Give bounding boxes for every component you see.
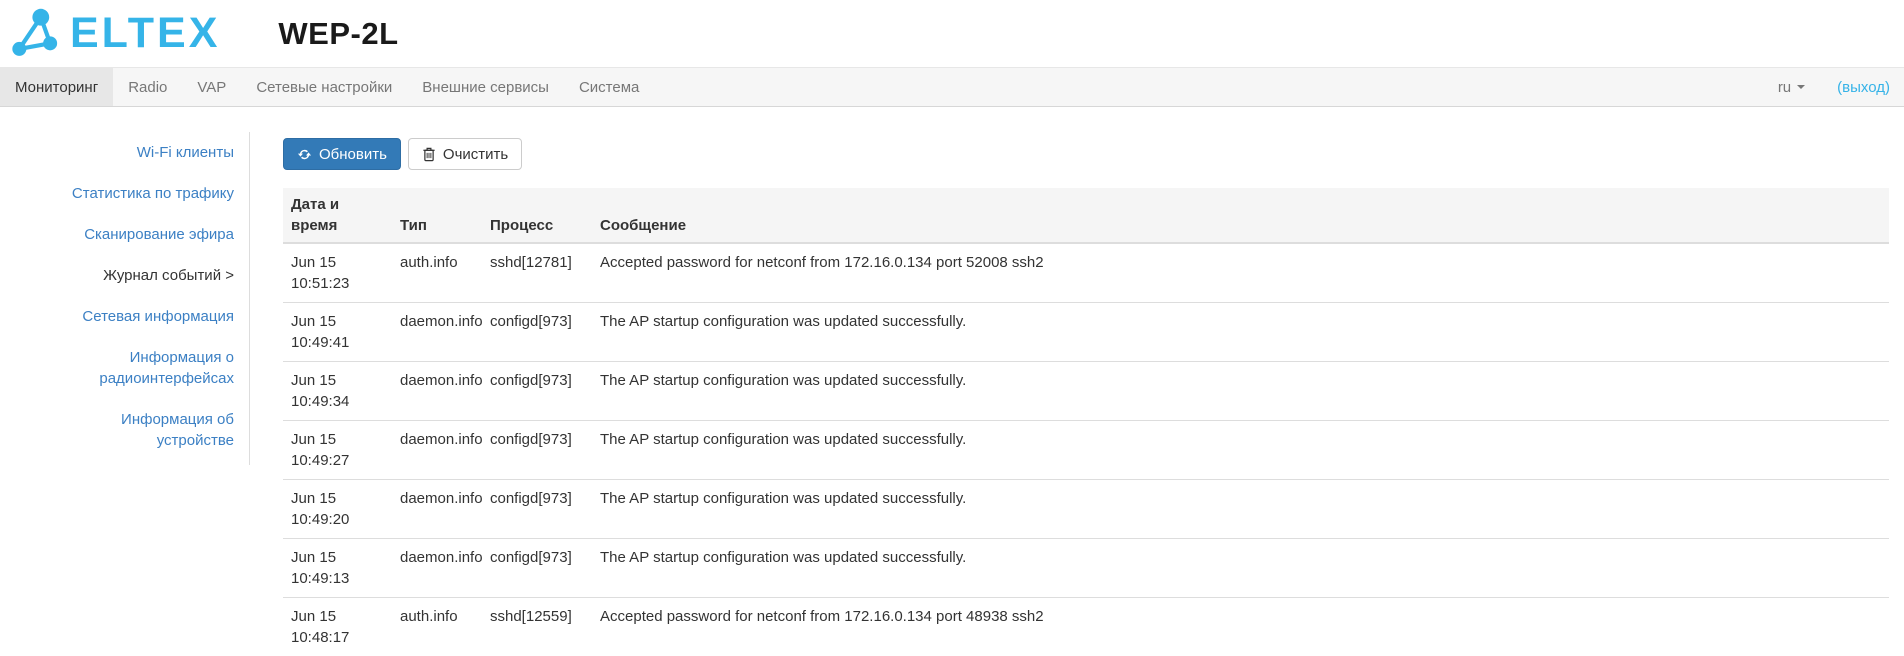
sidebar-item-event-log[interactable]: Журнал событий >	[40, 255, 234, 296]
column-header-message: Сообщение	[592, 188, 1889, 243]
cell-type: daemon.info	[392, 539, 482, 598]
table-header: Дата и время Тип Процесс Сообщение	[283, 188, 1889, 243]
cell-datetime: Jun 15 10:51:23	[283, 243, 392, 303]
eltex-logo-icon	[10, 7, 66, 61]
refresh-button[interactable]: Обновить	[283, 138, 401, 170]
cell-message: Accepted password for netconf from 172.1…	[592, 243, 1889, 303]
page-layout: Wi-Fi клиенты Статистика по трафику Скан…	[0, 107, 1904, 640]
table-row: Jun 15 10:49:34 daemon.info configd[973]…	[283, 362, 1889, 421]
table-row: Jun 15 10:49:20 daemon.info configd[973]…	[283, 480, 1889, 539]
app-header: ELTEX WEP-2L	[0, 0, 1904, 67]
chevron-down-icon	[1797, 85, 1805, 89]
cell-message: The AP startup configuration was updated…	[592, 480, 1889, 539]
cell-type: daemon.info	[392, 362, 482, 421]
cell-message: The AP startup configuration was updated…	[592, 303, 1889, 362]
column-header-type: Тип	[392, 188, 482, 243]
cell-message: The AP startup configuration was updated…	[592, 362, 1889, 421]
cell-datetime: Jun 15 10:49:41	[283, 303, 392, 362]
sidebar: Wi-Fi клиенты Статистика по трафику Скан…	[0, 107, 250, 640]
table-row: Jun 15 10:51:23 auth.info sshd[12781] Ac…	[283, 243, 1889, 303]
cell-datetime: Jun 15 10:49:13	[283, 539, 392, 598]
sidebar-item-network-info[interactable]: Сетевая информация	[40, 296, 234, 337]
nav-tabs: Мониторинг Radio VAP Сетевые настройки В…	[0, 68, 654, 106]
event-log-table: Дата и время Тип Процесс Сообщение Jun 1…	[283, 188, 1889, 656]
refresh-icon	[297, 147, 312, 162]
clear-button-label: Очистить	[443, 147, 508, 162]
sidebar-menu: Wi-Fi клиенты Статистика по трафику Скан…	[0, 132, 250, 465]
cell-datetime: Jun 15 10:48:17	[283, 598, 392, 656]
cell-message: The AP startup configuration was updated…	[592, 539, 1889, 598]
language-label: ru	[1778, 79, 1791, 96]
language-selector[interactable]: ru	[1778, 79, 1805, 96]
table-row: Jun 15 10:49:27 daemon.info configd[973]…	[283, 421, 1889, 480]
clear-button[interactable]: Очистить	[408, 138, 522, 170]
nav-tab-external-services[interactable]: Внешние сервисы	[407, 68, 564, 106]
sidebar-item-air-scan[interactable]: Сканирование эфира	[40, 214, 234, 255]
cell-process: sshd[12781]	[482, 243, 592, 303]
refresh-button-label: Обновить	[319, 147, 387, 162]
nav-tab-network-settings[interactable]: Сетевые настройки	[241, 68, 407, 106]
sidebar-item-device-info[interactable]: Информация об устройстве	[40, 399, 234, 461]
column-header-process: Процесс	[482, 188, 592, 243]
eltex-logo: ELTEX	[10, 7, 220, 61]
nav-tab-system[interactable]: Система	[564, 68, 654, 106]
cell-type: auth.info	[392, 598, 482, 656]
cell-process: configd[973]	[482, 480, 592, 539]
cell-process: configd[973]	[482, 421, 592, 480]
cell-process: configd[973]	[482, 303, 592, 362]
sidebar-item-wifi-clients[interactable]: Wi-Fi клиенты	[40, 132, 234, 173]
main-content: Обновить Очистить Дата и время Т	[250, 107, 1904, 640]
sidebar-item-traffic-statistics[interactable]: Статистика по трафику	[40, 173, 234, 214]
sidebar-item-radio-interfaces-info[interactable]: Информация о радиоинтерфейсах	[40, 337, 234, 399]
main-navbar: Мониторинг Radio VAP Сетевые настройки В…	[0, 67, 1904, 107]
cell-message: The AP startup configuration was updated…	[592, 421, 1889, 480]
cell-datetime: Jun 15 10:49:20	[283, 480, 392, 539]
navbar-right: ru (выход)	[1778, 68, 1904, 106]
cell-datetime: Jun 15 10:49:27	[283, 421, 392, 480]
device-model-title: WEP-2L	[278, 16, 398, 52]
table-row: Jun 15 10:49:41 daemon.info configd[973]…	[283, 303, 1889, 362]
eltex-logo-text: ELTEX	[70, 12, 220, 55]
nav-tab-monitoring[interactable]: Мониторинг	[0, 68, 113, 106]
cell-type: daemon.info	[392, 303, 482, 362]
trash-icon	[422, 147, 436, 162]
cell-process: sshd[12559]	[482, 598, 592, 656]
logout-link[interactable]: (выход)	[1837, 79, 1890, 96]
cell-type: daemon.info	[392, 480, 482, 539]
cell-type: daemon.info	[392, 421, 482, 480]
cell-type: auth.info	[392, 243, 482, 303]
table-row: Jun 15 10:49:13 daemon.info configd[973]…	[283, 539, 1889, 598]
cell-process: configd[973]	[482, 362, 592, 421]
table-body: Jun 15 10:51:23 auth.info sshd[12781] Ac…	[283, 243, 1889, 656]
column-header-datetime: Дата и время	[283, 188, 392, 243]
cell-message: Accepted password for netconf from 172.1…	[592, 598, 1889, 656]
cell-datetime: Jun 15 10:49:34	[283, 362, 392, 421]
cell-process: configd[973]	[482, 539, 592, 598]
nav-tab-radio[interactable]: Radio	[113, 68, 182, 106]
nav-tab-vap[interactable]: VAP	[182, 68, 241, 106]
toolbar: Обновить Очистить	[283, 138, 1889, 170]
table-row: Jun 15 10:48:17 auth.info sshd[12559] Ac…	[283, 598, 1889, 656]
